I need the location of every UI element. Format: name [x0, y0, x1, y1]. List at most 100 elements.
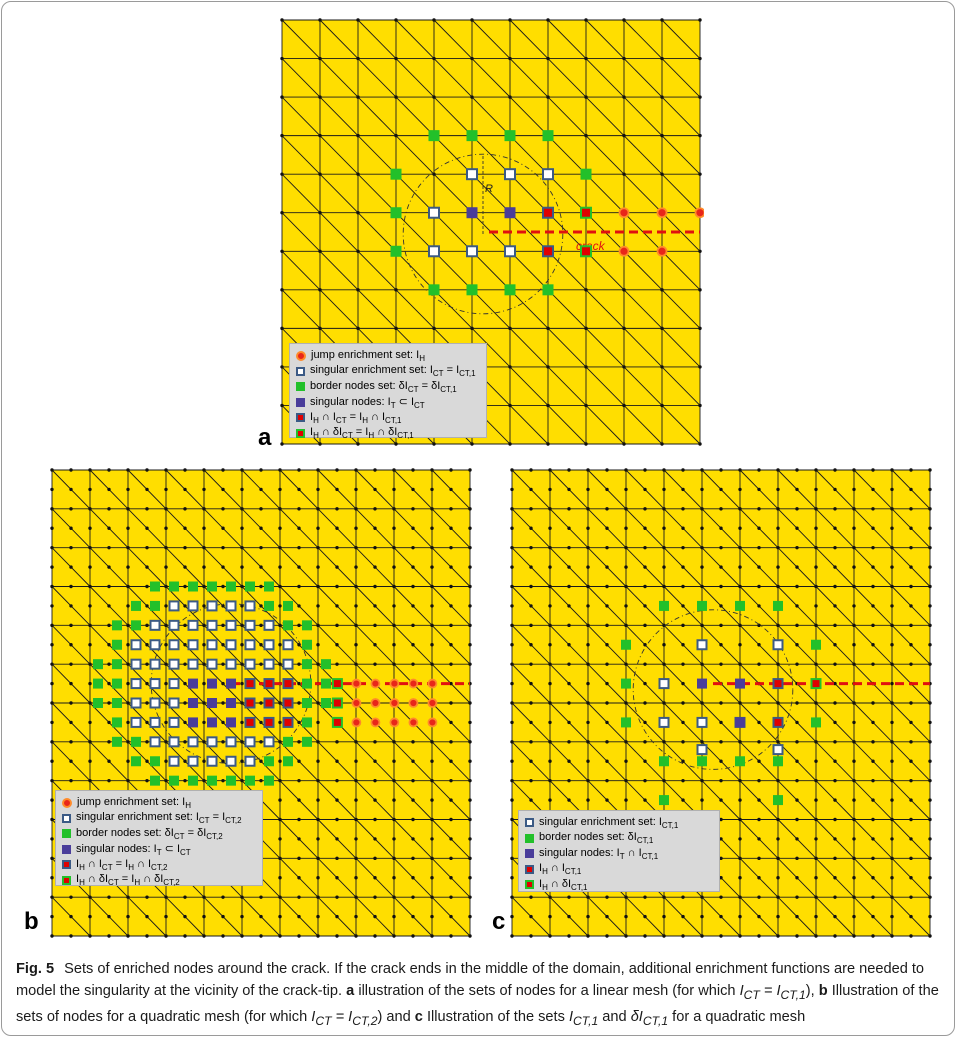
- panel-a-label: a: [258, 424, 272, 451]
- ih-ict-marker-icon: [296, 413, 305, 423]
- jump-node: [408, 678, 419, 689]
- singular-enrichment-node: [244, 755, 256, 767]
- border-node: [659, 756, 669, 767]
- legend-c-text: singular nodes: IT ∩ ICT,1: [539, 846, 659, 861]
- singular-node: [735, 717, 745, 728]
- legend-b-text: IH ∩ ICT = IH ∩ ICT,2: [76, 857, 168, 872]
- border-node: [169, 775, 179, 786]
- singular-enrichment-node: [168, 736, 180, 748]
- ih-ict-marker-icon: [62, 860, 71, 870]
- border-node: [773, 795, 783, 806]
- sing-marker-icon: [62, 813, 71, 823]
- border-node: [131, 620, 141, 631]
- singular-enrichment-node: [149, 697, 161, 709]
- caption-ref-a: a: [346, 983, 355, 999]
- border-node: [283, 736, 293, 747]
- legend-b-item: jump enrichment set: IH: [62, 795, 256, 811]
- singular-enrichment-node: [206, 600, 218, 612]
- ih-ict-node: [263, 678, 275, 690]
- singular-enrichment-node: [149, 736, 161, 748]
- singular-enrichment-node: [466, 245, 478, 258]
- ih-ict-node: [772, 678, 784, 690]
- jump-node: [351, 717, 362, 728]
- border-node: [93, 659, 103, 670]
- border-node: [659, 795, 669, 806]
- singular-enrichment-node: [225, 658, 237, 670]
- border-node: [188, 581, 198, 592]
- legend-a-text: singular nodes: IT ⊂ ICT: [310, 395, 425, 410]
- caption-text-5: ) and: [377, 1008, 415, 1025]
- border-node: [504, 284, 516, 296]
- singular-enrichment-node: [206, 619, 218, 631]
- legend-c-item: IH ∩ δICT,1: [525, 877, 713, 893]
- legend-c-item: singular nodes: IT ∩ ICT,1: [525, 846, 713, 862]
- ih-dict-marker-icon: [62, 875, 71, 885]
- enrichment-radius-circle: [632, 609, 794, 770]
- ih-dict-node: [331, 716, 343, 728]
- singular-node: [226, 717, 236, 728]
- radius-label: R: [485, 183, 493, 195]
- jump-node: [351, 698, 362, 708]
- border-node: [302, 678, 312, 689]
- singular-enrichment-node: [263, 639, 275, 651]
- singular-enrichment-node: [130, 639, 142, 651]
- legend-b-item: singular enrichment set: ICT = ICT,2: [62, 811, 256, 827]
- singular-enrichment-node: [130, 658, 142, 670]
- jump-node: [351, 678, 362, 689]
- border-node: [188, 775, 198, 786]
- legend-b-item: IH ∩ ICT = IH ∩ ICT,2: [62, 857, 256, 873]
- legend-c-text: singular enrichment set: ICT,1: [539, 815, 679, 830]
- border-node: [283, 620, 293, 631]
- ih-dict-node: [331, 678, 343, 690]
- border-node: [150, 756, 160, 767]
- singular-enrichment-node: [244, 600, 256, 612]
- border-node: [112, 717, 122, 728]
- singular-enrichment-node: [244, 619, 256, 631]
- singular-node: [735, 678, 745, 689]
- border-node: [466, 284, 478, 296]
- border-node: [112, 639, 122, 650]
- ih-ict-marker-icon: [525, 864, 534, 874]
- border-node: [390, 245, 402, 257]
- singular-enrichment-node: [504, 245, 516, 258]
- border-node: [283, 600, 293, 611]
- singular-enrichment-node: [244, 658, 256, 670]
- border-node: [150, 775, 160, 786]
- singular-node: [504, 207, 516, 219]
- singular-enrichment-node: [772, 639, 784, 651]
- legend-b-item: singular nodes: IT ⊂ ICT: [62, 842, 256, 858]
- singular-enrichment-node: [187, 619, 199, 631]
- singular-enrichment-node: [206, 755, 218, 767]
- caption-text-3: ),: [805, 983, 819, 999]
- singular-enrichment-node: [244, 736, 256, 748]
- border-node: [621, 717, 631, 728]
- singular-enrichment-node: [225, 736, 237, 748]
- snode-marker-icon: [62, 844, 71, 854]
- border-node: [580, 168, 592, 180]
- border-node: [264, 775, 274, 786]
- border-node: [131, 736, 141, 747]
- singular-node: [188, 678, 198, 689]
- jump-node: [427, 678, 438, 689]
- singular-enrichment-node: [187, 658, 199, 670]
- border-node: [735, 756, 745, 767]
- singular-enrichment-node: [696, 716, 708, 728]
- jump-node: [694, 207, 704, 219]
- border-node: [504, 130, 516, 142]
- ih-dict-node: [331, 697, 343, 709]
- border-node: [283, 756, 293, 767]
- border-node: [112, 678, 122, 689]
- border-node: [659, 600, 669, 611]
- singular-enrichment-node: [225, 600, 237, 612]
- singular-node: [188, 698, 198, 708]
- legend-b-item: border nodes set: δICT = δICT,2: [62, 826, 256, 842]
- singular-enrichment-node: [542, 168, 554, 181]
- singular-node: [207, 678, 217, 689]
- singular-enrichment-node: [225, 639, 237, 651]
- singular-enrichment-node: [149, 619, 161, 631]
- singular-enrichment-node: [696, 639, 708, 651]
- legend-a: jump enrichment set: IH singular enrichme…: [289, 343, 487, 440]
- singular-enrichment-node: [225, 619, 237, 631]
- border-node: [390, 207, 402, 219]
- jump-marker-icon: [296, 350, 306, 361]
